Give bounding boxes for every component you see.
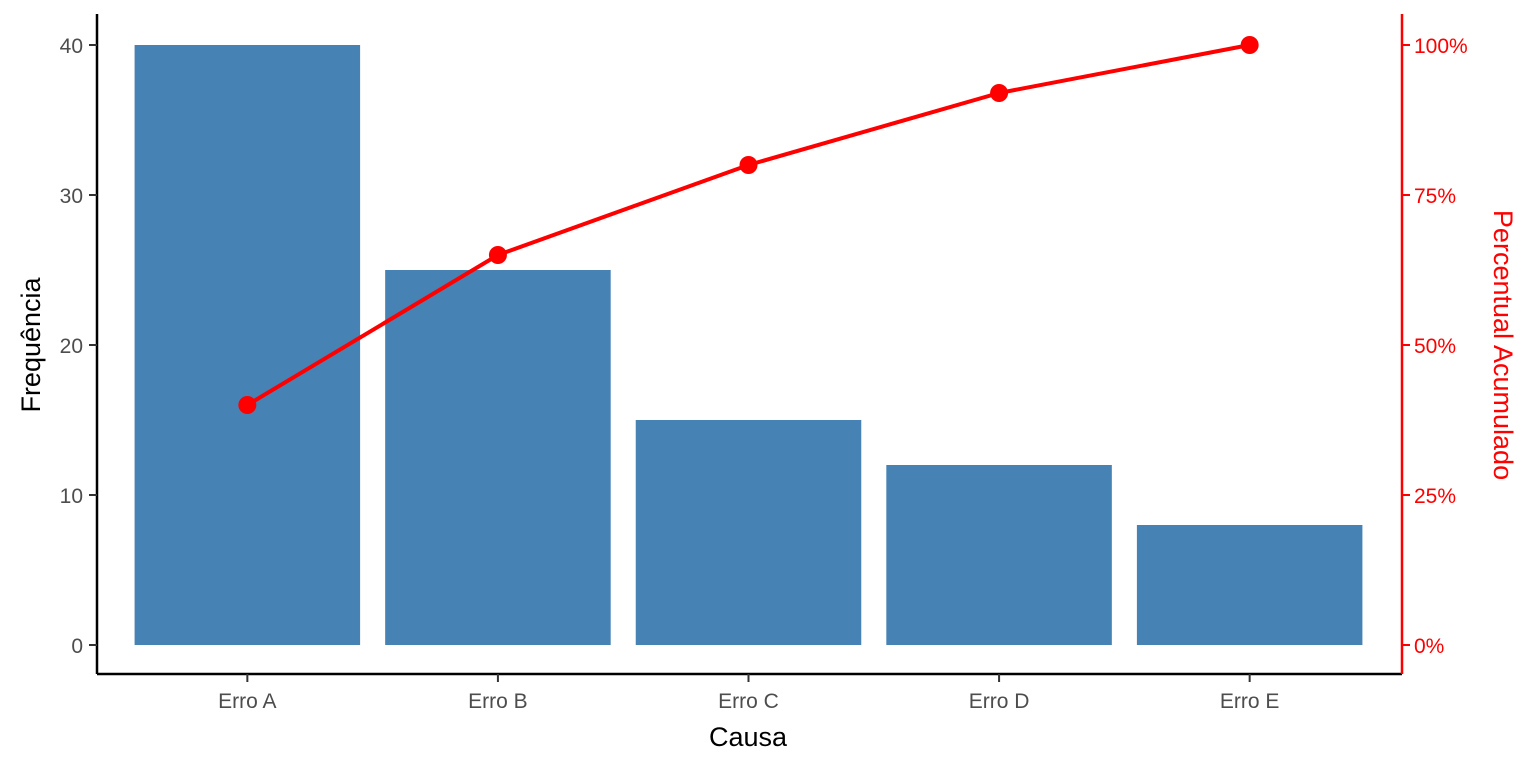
bar-erro-e xyxy=(1136,525,1363,645)
x-axis-title: Causa xyxy=(709,722,788,752)
cumulative-point-erro-e xyxy=(1240,36,1259,54)
y-right-tick-label: 75% xyxy=(1414,185,1456,208)
axis-titles: Causa Frequência Percentual Acumulado xyxy=(16,210,1518,752)
x-tick-label: Erro C xyxy=(718,690,779,713)
x-tick-label: Erro D xyxy=(969,690,1030,713)
y-axis-right-title: Percentual Acumulado xyxy=(1488,210,1518,480)
cumulative-point-erro-d xyxy=(990,84,1009,102)
x-tick-label: Erro B xyxy=(468,690,528,713)
bar-erro-d xyxy=(886,465,1112,645)
y-tick-label: 20 xyxy=(60,335,83,358)
y-right-tick-label: 100% xyxy=(1414,35,1468,58)
x-tick-label: Erro A xyxy=(218,690,276,713)
axes-layer: 0 10 20 30 40 0% 25% 50% 75% 100% Erro A Erro B Erro… xyxy=(60,14,1468,713)
y-tick-label: 10 xyxy=(60,485,83,508)
cumulative-point-erro-c xyxy=(739,156,758,174)
y-right-tick-label: 25% xyxy=(1414,485,1456,508)
bar-erro-a xyxy=(134,45,361,645)
y-right-tick-label: 50% xyxy=(1414,335,1456,358)
cumulative-line-layer xyxy=(238,36,1259,414)
cumulative-point-erro-b xyxy=(488,246,507,264)
y-axis-title: Frequência xyxy=(16,276,46,412)
bars-layer xyxy=(134,45,1363,645)
cumulative-point-erro-a xyxy=(238,396,257,414)
y-tick-label: 0 xyxy=(71,635,83,658)
y-tick-label: 40 xyxy=(60,35,83,58)
y-tick-label: 30 xyxy=(60,185,83,208)
bar-erro-b xyxy=(385,270,611,645)
bar-erro-c xyxy=(635,420,862,645)
y-right-tick-label: 0% xyxy=(1414,635,1444,658)
x-tick-label: Erro E xyxy=(1220,690,1280,713)
